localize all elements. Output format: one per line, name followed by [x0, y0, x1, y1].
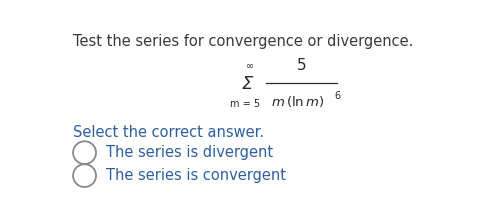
- Text: 5: 5: [297, 58, 306, 73]
- Text: The series is convergent: The series is convergent: [106, 168, 285, 183]
- Text: 6: 6: [334, 91, 341, 101]
- Text: Σ: Σ: [241, 75, 252, 93]
- Text: The series is divergent: The series is divergent: [106, 145, 273, 160]
- Text: m = 5: m = 5: [230, 99, 260, 109]
- Text: ∞: ∞: [246, 62, 254, 72]
- Text: $m\,(\mathrm{ln}\,m)$: $m\,(\mathrm{ln}\,m)$: [271, 94, 324, 109]
- Text: Select the correct answer.: Select the correct answer.: [73, 125, 264, 140]
- Text: Test the series for convergence or divergence.: Test the series for convergence or diver…: [73, 34, 414, 49]
